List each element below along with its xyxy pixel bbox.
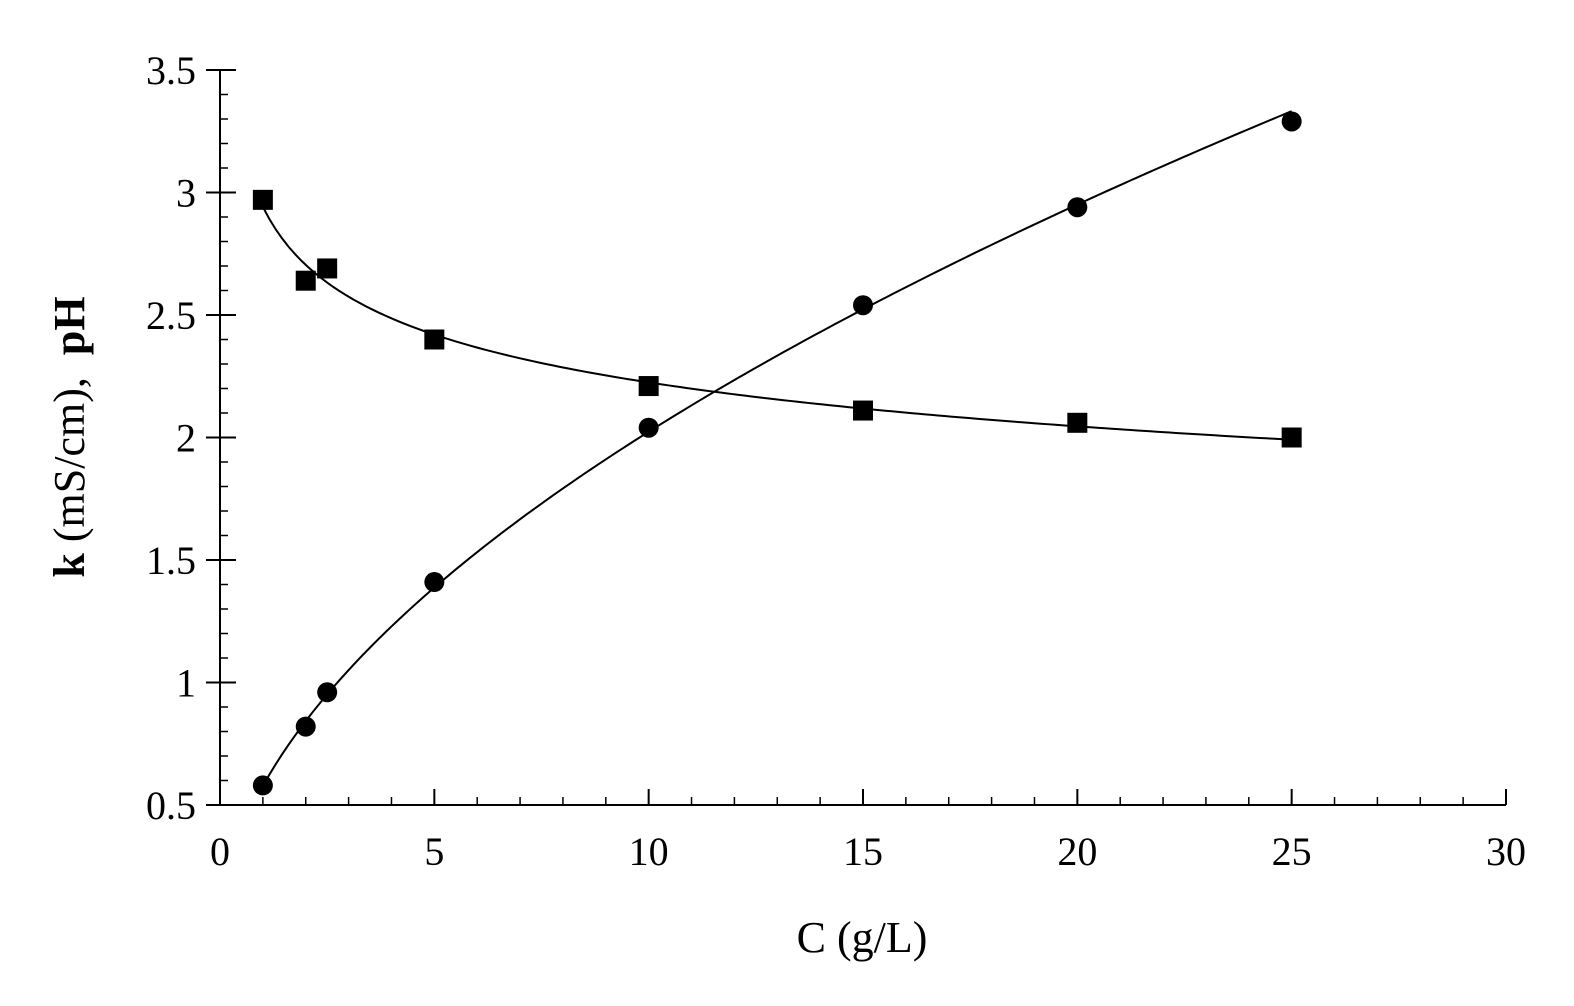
x-tick-label: 15: [843, 829, 883, 874]
x-tick-label: 30: [1486, 829, 1526, 874]
y-tick-label: 3: [176, 171, 196, 216]
y-axis-title-part: k: [45, 553, 94, 578]
y-tick-label: 2.5: [146, 293, 196, 338]
circle-marker: [853, 295, 873, 316]
y-tick-label: 3.5: [146, 48, 196, 93]
x-tick-label: 0: [210, 829, 230, 874]
circle-marker: [638, 417, 659, 438]
axes-layer: 0 5 10 15 20 25 30 0.5 1 1.5 2 2.5 3 3.5: [146, 48, 1526, 874]
y-axis-title-part: pH: [45, 296, 94, 355]
fit-curve-series-2: [261, 206, 1292, 441]
x-axis-title: C (g/L): [797, 913, 928, 962]
markers-layer: [252, 111, 1302, 796]
square-marker: [1281, 427, 1302, 448]
y-tick-label: 0.5: [146, 783, 196, 828]
circle-marker: [1281, 111, 1302, 132]
x-tick-label: 20: [1057, 829, 1097, 874]
x-tick-label: 10: [629, 829, 669, 874]
circle-marker: [295, 716, 316, 737]
circle-marker: [252, 775, 273, 796]
fit-curves-layer: [261, 110, 1293, 787]
fit-curve-series-1: [262, 110, 1293, 787]
y-axis-title-part: (mS/cm),: [45, 355, 94, 553]
square-marker: [424, 329, 445, 350]
square-marker: [1067, 412, 1088, 433]
square-marker: [252, 189, 273, 210]
square-marker: [317, 258, 338, 279]
circle-marker: [1067, 197, 1088, 218]
y-tick-label: 2: [176, 416, 196, 461]
circle-marker: [424, 572, 445, 593]
square-marker: [295, 270, 316, 291]
x-tick-label: 25: [1272, 829, 1312, 874]
x-tick-label: 5: [424, 829, 444, 874]
y-tick-label: 1: [176, 661, 196, 706]
y-tick-label: 1.5: [146, 538, 196, 583]
square-marker: [638, 376, 659, 397]
circle-marker: [317, 682, 338, 703]
y-axis-title: k (mS/cm), pH: [45, 296, 94, 577]
square-marker: [853, 400, 873, 421]
